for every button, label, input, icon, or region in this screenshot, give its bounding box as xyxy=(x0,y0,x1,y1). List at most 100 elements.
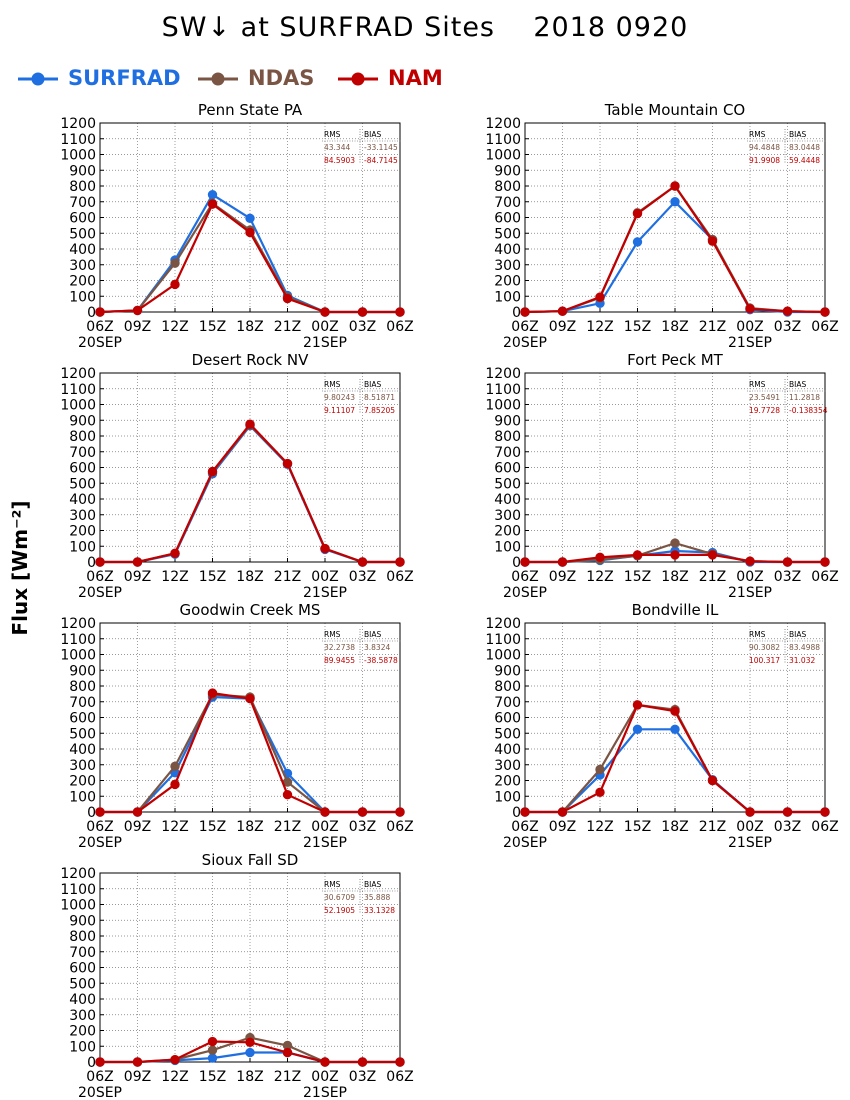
chart-title: Desert Rock NV xyxy=(192,351,309,369)
stats-ndas-rms: 30.6709 xyxy=(324,893,355,902)
x-tick-label: 09Z xyxy=(124,319,151,335)
stats-nam-bias: -84.7145 xyxy=(364,156,398,165)
x-date-label: 21SEP xyxy=(728,835,772,851)
data-point-nam xyxy=(357,557,368,567)
data-point-nam xyxy=(132,1057,143,1067)
y-tick-label: 500 xyxy=(69,726,96,742)
y-tick-label: 600 xyxy=(494,711,521,727)
y-tick-label: 1000 xyxy=(60,898,96,914)
y-tick-label: 1000 xyxy=(60,398,96,414)
x-tick-label: 00Z xyxy=(736,569,763,585)
y-tick-label: 100 xyxy=(494,289,521,305)
y-tick-label: 200 xyxy=(494,524,521,540)
x-tick-label: 06Z xyxy=(811,319,838,335)
stats-nam-rms: 9.11107 xyxy=(324,406,355,415)
y-tick-label: 500 xyxy=(494,476,521,492)
x-tick-label: 06Z xyxy=(386,319,413,335)
y-tick-label: 100 xyxy=(69,539,96,555)
y-tick-label: 800 xyxy=(69,679,96,695)
data-point-nam xyxy=(95,807,105,817)
data-point-nam xyxy=(282,458,293,469)
data-point-surfrad xyxy=(632,237,643,247)
data-point-nam xyxy=(520,307,530,317)
x-tick-label: 03Z xyxy=(774,319,801,335)
y-tick-label: 0 xyxy=(87,1055,96,1071)
stats-header-bias: BIAS xyxy=(364,880,381,889)
x-tick-label: 09Z xyxy=(124,1069,151,1085)
data-point-nam xyxy=(95,307,105,317)
data-point-nam xyxy=(207,466,218,477)
y-tick-label: 600 xyxy=(69,211,96,227)
legend-label-ndas: NDAS xyxy=(248,66,315,90)
y-tick-label: 1100 xyxy=(60,132,96,148)
data-point-ndas xyxy=(170,761,180,772)
x-tick-label: 12Z xyxy=(586,819,613,835)
data-point-nam xyxy=(820,307,830,317)
x-tick-label: 00Z xyxy=(736,819,763,835)
stats-nam-rms: 100.317 xyxy=(749,656,780,665)
stats-header-rms: RMS xyxy=(749,380,766,389)
y-tick-label: 700 xyxy=(69,445,96,461)
data-point-nam xyxy=(95,1057,105,1067)
y-tick-label: 1100 xyxy=(485,132,521,148)
y-tick-label: 400 xyxy=(69,242,96,258)
data-point-nam xyxy=(520,807,530,817)
legend-item-ndas: NDAS xyxy=(196,64,314,96)
y-tick-label: 500 xyxy=(494,726,521,742)
data-point-nam xyxy=(745,304,755,314)
y-tick-label: 800 xyxy=(494,679,521,695)
y-tick-label: 200 xyxy=(494,774,521,790)
x-tick-label: 06Z xyxy=(86,319,113,335)
x-date-label: 20SEP xyxy=(78,1085,122,1100)
stats-header-bias: BIAS xyxy=(789,130,806,139)
stats-nam-rms: 19.7728 xyxy=(749,406,780,415)
y-tick-label: 300 xyxy=(494,758,521,774)
x-tick-label: 12Z xyxy=(586,319,613,335)
data-point-nam xyxy=(170,779,180,790)
data-point-nam xyxy=(632,550,643,560)
y-tick-label: 900 xyxy=(494,163,521,179)
x-tick-label: 18Z xyxy=(236,819,263,835)
chart-title: Sioux Fall SD xyxy=(202,851,299,869)
data-point-nam xyxy=(670,550,680,560)
data-point-surfrad xyxy=(207,189,218,200)
data-point-nam xyxy=(595,787,605,798)
data-point-nam xyxy=(745,807,755,817)
data-point-nam xyxy=(557,807,568,817)
x-tick-label: 18Z xyxy=(661,819,688,835)
data-point-nam xyxy=(395,1057,405,1067)
data-point-nam xyxy=(820,557,830,567)
legend-marker-nam xyxy=(338,72,378,86)
data-point-ndas xyxy=(670,538,680,548)
x-tick-label: 06Z xyxy=(86,569,113,585)
x-tick-label: 06Z xyxy=(511,819,538,835)
chart-panel-1: Penn State PA 010020030040050060070080090… xyxy=(60,101,413,351)
y-tick-label: 800 xyxy=(494,179,521,195)
data-point-nam xyxy=(245,227,255,238)
data-point-nam xyxy=(207,688,218,698)
y-tick-label: 1100 xyxy=(60,882,96,898)
x-tick-label: 15Z xyxy=(624,319,651,335)
x-tick-label: 03Z xyxy=(774,819,801,835)
chart-title: Table Mountain CO xyxy=(604,101,746,119)
y-tick-label: 300 xyxy=(69,508,96,524)
stats-header-rms: RMS xyxy=(324,630,341,639)
x-tick-label: 18Z xyxy=(236,1069,263,1085)
legend-marker-ndas xyxy=(198,72,238,86)
y-tick-label: 700 xyxy=(494,695,521,711)
x-date-label: 21SEP xyxy=(303,585,347,601)
data-point-nam xyxy=(745,556,755,566)
data-point-ndas xyxy=(207,1045,218,1055)
stats-ndas-bias: -33.1145 xyxy=(364,143,398,152)
y-tick-label: 400 xyxy=(69,742,96,758)
stats-nam-bias: 31.032 xyxy=(789,656,815,665)
stats-header-bias: BIAS xyxy=(364,630,381,639)
stats-nam-bias: -38.5878 xyxy=(364,656,398,665)
x-tick-label: 12Z xyxy=(161,319,188,335)
y-tick-label: 300 xyxy=(69,258,96,274)
y-tick-label: 300 xyxy=(494,258,521,274)
legend-item-nam: NAM xyxy=(336,64,443,96)
stats-header-bias: BIAS xyxy=(364,380,381,389)
y-tick-label: 200 xyxy=(69,1024,96,1040)
data-point-nam xyxy=(782,807,793,817)
